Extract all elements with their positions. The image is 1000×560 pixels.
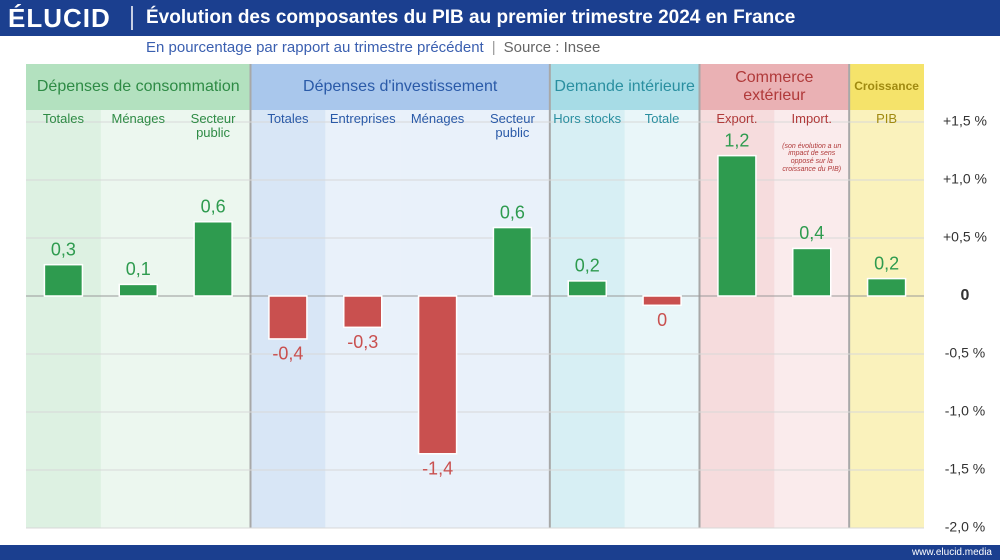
column-background xyxy=(849,110,924,528)
y-tick-label: +0,5 % xyxy=(943,229,987,245)
group-header-background xyxy=(549,64,700,110)
category-label: Hors stocks xyxy=(553,111,622,126)
bar xyxy=(193,221,233,297)
value-label: 0 xyxy=(657,310,667,330)
category-label: Totale xyxy=(644,111,680,126)
note: (son évolution a un impact de sens oppos… xyxy=(782,142,842,173)
brand: ÉLUCID xyxy=(8,2,111,33)
y-tick-label: -1,5 % xyxy=(945,461,985,477)
column-background xyxy=(475,110,550,528)
column-background xyxy=(100,110,176,528)
category-label: Secteur public xyxy=(490,111,535,141)
group-header: Dépenses d'investissement xyxy=(303,78,498,96)
footer: www.elucid.media xyxy=(911,547,992,558)
y-tick-label: -0,5 % xyxy=(945,345,985,361)
y-tick-label: 0 xyxy=(961,287,970,304)
value-label: 0,2 xyxy=(874,253,899,273)
y-tick-label: -1,0 % xyxy=(945,403,985,419)
group-header: Commerce extérieur xyxy=(735,69,814,104)
column-background xyxy=(549,110,625,528)
value-label: -0,4 xyxy=(272,344,303,364)
category-label: PIB xyxy=(876,111,898,126)
column-background xyxy=(26,110,101,528)
category-label: Secteur public xyxy=(190,111,236,141)
subtitle-text: En pourcentage par rapport au trimestre … xyxy=(146,38,484,56)
bar xyxy=(642,295,682,307)
value-label: 0,4 xyxy=(799,223,824,243)
title: Évolution des composantes du PIB au prem… xyxy=(146,6,796,28)
bar xyxy=(792,247,832,297)
bar xyxy=(118,283,158,297)
bar xyxy=(343,295,383,329)
bottom-band xyxy=(0,545,1000,560)
category-label: Entreprises xyxy=(329,111,396,126)
bar xyxy=(717,154,757,297)
bar xyxy=(866,277,907,297)
y-tick-label: -2,0 % xyxy=(945,519,985,535)
source: Source : Insee xyxy=(503,38,601,56)
category-label: Export. xyxy=(716,111,758,126)
group-header: Dépenses de consommation xyxy=(36,78,240,96)
value-label: 0,1 xyxy=(126,259,151,279)
category-label: Ménages xyxy=(111,111,165,126)
value-label: 0,2 xyxy=(575,256,600,276)
value-label: 0,3 xyxy=(51,239,76,259)
bar xyxy=(43,263,84,297)
group-header: Demande intérieure xyxy=(554,78,695,96)
top-band xyxy=(0,0,1000,36)
bar xyxy=(417,295,458,455)
group-header: Croissance xyxy=(854,79,919,94)
bar xyxy=(268,295,308,340)
value-label: 0,6 xyxy=(201,197,226,217)
category-label: Totales xyxy=(267,111,309,126)
group-header-background xyxy=(699,64,850,110)
category-label: Totales xyxy=(42,111,85,126)
divider: | xyxy=(491,38,496,56)
bar xyxy=(567,280,607,297)
bar xyxy=(492,226,533,297)
subtitle: En pourcentage par rapport au trimestre … xyxy=(146,38,600,58)
category-label: Ménages xyxy=(410,111,465,126)
group-header-background xyxy=(849,64,924,110)
y-tick-label: +1,5 % xyxy=(943,113,987,129)
group-header-background xyxy=(250,64,550,110)
y-tick-label: +1,0 % xyxy=(943,171,987,187)
value-label: 0,6 xyxy=(500,202,525,222)
value-label: -0,3 xyxy=(347,332,378,352)
column-background xyxy=(175,110,251,528)
group-header-background xyxy=(26,64,251,110)
category-label: Import. xyxy=(791,111,832,126)
value-label: -1,4 xyxy=(422,459,453,479)
value-label: 1,2 xyxy=(724,130,749,150)
